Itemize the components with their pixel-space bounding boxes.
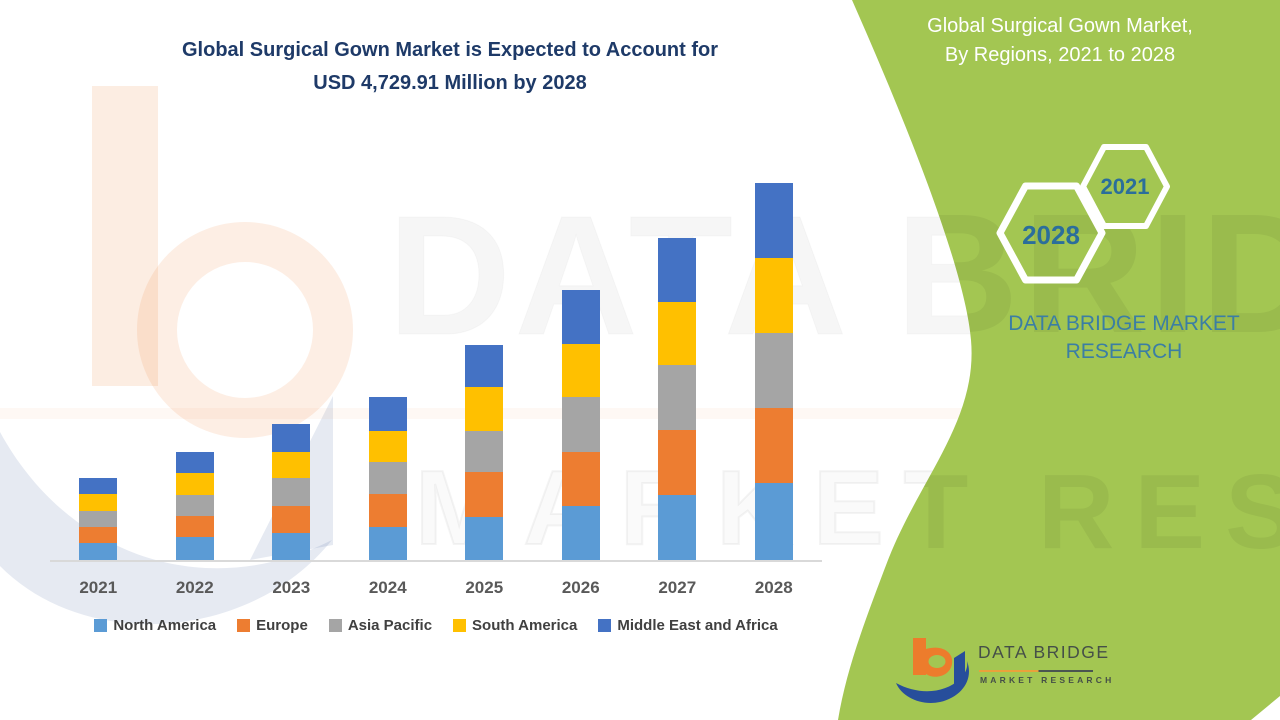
bar-segment-2023-middle-east-and-africa [272, 424, 311, 452]
legend-label: South America [472, 617, 578, 634]
bar-segment-2022-asia-pacific [175, 495, 214, 516]
bar-2024 [368, 397, 407, 560]
bar-segment-2025-south-america [465, 387, 504, 431]
company-logo-name: DATA BRIDGE [978, 642, 1110, 662]
bar-segment-2022-north-america [175, 537, 214, 560]
bar-segment-2028-europe [754, 408, 793, 483]
bar-segment-2021-asia-pacific [79, 511, 118, 527]
x-axis-labels: 2021 2022 2023 2024 2025 2026 2027 2028 [50, 578, 822, 602]
bar-segment-2021-south-america [79, 494, 118, 511]
bar-2023 [272, 424, 311, 560]
bar-segment-2026-north-america [561, 506, 600, 560]
company-logo-underline [979, 670, 1093, 672]
company-logo: DATA BRIDGE MARKET RESEARCH [880, 630, 1160, 710]
bar-2026 [561, 290, 600, 560]
x-axis-label-2025: 2025 [465, 578, 504, 597]
x-axis-label-2021: 2021 [79, 578, 118, 597]
x-axis-label-2022: 2022 [175, 578, 214, 597]
bar-segment-2027-north-america [658, 495, 697, 560]
bar-segment-2023-asia-pacific [272, 478, 311, 506]
bar-segment-2024-north-america [368, 527, 407, 560]
bar-segment-2023-north-america [272, 533, 311, 560]
bar-segment-2026-asia-pacific [561, 397, 600, 452]
bar-segment-2021-north-america [79, 543, 118, 560]
legend-label: Europe [256, 617, 308, 634]
bar-segment-2022-middle-east-and-africa [175, 452, 214, 473]
bar-segment-2028-north-america [754, 483, 793, 560]
bar-segment-2021-middle-east-and-africa [79, 478, 118, 494]
bar-segment-2024-south-america [368, 431, 407, 462]
legend-label: North America [113, 617, 217, 634]
bar-segment-2024-europe [368, 494, 407, 527]
legend-swatch [598, 619, 612, 632]
plot-area [50, 158, 822, 560]
legend-swatch [328, 619, 342, 632]
legend-item-europe: Europe [237, 617, 308, 634]
bar-segment-2021-europe [79, 527, 118, 543]
bar-2022 [175, 452, 214, 560]
legend-swatch [237, 619, 251, 632]
x-axis-label-2026: 2026 [561, 578, 600, 597]
bar-segment-2025-europe [465, 472, 504, 517]
legend-label: Asia Pacific [347, 617, 433, 634]
bar-2025 [465, 345, 504, 560]
legend-swatch [453, 619, 467, 632]
bar-2021 [79, 478, 118, 560]
bar-segment-2023-europe [272, 506, 311, 533]
x-axis-label-2024: 2024 [368, 578, 407, 597]
bar-segment-2026-south-america [561, 344, 600, 397]
bar-2027 [658, 238, 697, 560]
bar-segment-2027-south-america [658, 302, 697, 365]
bar-segment-2025-asia-pacific [465, 431, 504, 472]
x-axis-label-2028: 2028 [754, 578, 793, 597]
bar-segment-2025-middle-east-and-africa [465, 345, 504, 387]
bar-segment-2024-middle-east-and-africa [368, 397, 407, 431]
bar-segment-2022-europe [175, 516, 214, 537]
bar-segment-2028-south-america [754, 258, 793, 333]
bar-segment-2025-north-america [465, 517, 504, 560]
legend-item-asia-pacific: Asia Pacific [328, 617, 433, 634]
legend-item-middle-east-and-africa: Middle East and Africa [598, 617, 778, 634]
bar-segment-2026-middle-east-and-africa [561, 290, 600, 344]
x-axis-line [50, 560, 822, 562]
chart-title-line1: Global Surgical Gown Market is Expected … [181, 39, 718, 61]
legend-item-south-america: South America [453, 617, 577, 634]
bar-segment-2022-south-america [175, 473, 214, 495]
x-axis-label-2027: 2027 [658, 578, 697, 597]
bar-segment-2023-south-america [272, 452, 311, 478]
bar-segment-2028-middle-east-and-africa [754, 183, 793, 258]
bar-segment-2027-middle-east-and-africa [658, 238, 697, 302]
bar-segment-2027-europe [658, 430, 697, 495]
bar-2028 [754, 183, 793, 560]
legend-swatch [94, 619, 108, 632]
legend-item-north-america: North America [94, 617, 216, 634]
chart-title-line2: USD 4,729.91 Million by 2028 [313, 72, 587, 94]
bar-segment-2024-asia-pacific [368, 462, 407, 494]
company-logo-icon [896, 638, 969, 703]
bar-segment-2027-asia-pacific [658, 365, 697, 430]
x-axis-label-2023: 2023 [272, 578, 311, 597]
chart-title: Global Surgical Gown Market is Expected … [60, 34, 840, 100]
legend-label: Middle East and Africa [617, 617, 778, 634]
company-logo-tagline: MARKET RESEARCH [980, 675, 1115, 685]
bar-segment-2026-europe [561, 452, 600, 506]
chart-legend: North America Europe Asia Pacific South Ame… [50, 617, 822, 634]
bar-segment-2028-asia-pacific [754, 333, 793, 408]
